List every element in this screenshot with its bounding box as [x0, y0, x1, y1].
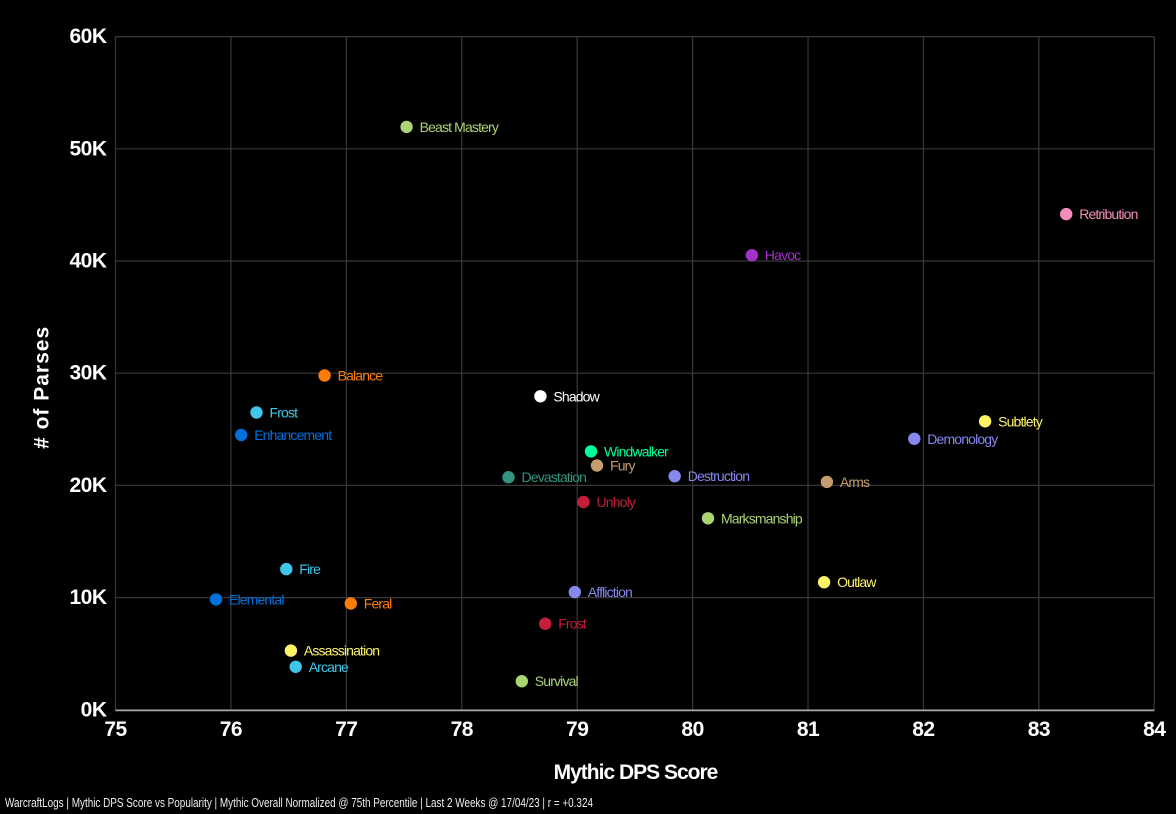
svg-text:Affliction: Affliction: [588, 584, 632, 600]
svg-text:30K: 30K: [69, 362, 106, 385]
svg-text:40K: 40K: [69, 250, 106, 273]
svg-text:83: 83: [1028, 718, 1050, 741]
svg-text:Frost: Frost: [270, 405, 299, 421]
svg-text:Arcane: Arcane: [309, 659, 349, 675]
svg-text:Devastation: Devastation: [522, 469, 587, 485]
svg-text:Elemental: Elemental: [229, 591, 284, 607]
svg-text:10K: 10K: [69, 586, 106, 609]
svg-text:Frost: Frost: [558, 616, 587, 632]
svg-text:Beast Mastery: Beast Mastery: [420, 119, 499, 135]
svg-text:82: 82: [912, 718, 934, 741]
svg-text:Retribution: Retribution: [1079, 206, 1137, 222]
svg-text:Havoc: Havoc: [765, 247, 801, 263]
svg-text:Balance: Balance: [338, 368, 384, 384]
svg-text:Windwalker: Windwalker: [604, 443, 669, 459]
svg-text:Assassination: Assassination: [304, 643, 379, 659]
svg-text:50K: 50K: [69, 137, 106, 160]
svg-text:WarcraftLogs | Mythic DPS Scor: WarcraftLogs | Mythic DPS Score vs Popul…: [5, 796, 593, 810]
svg-text:Outlaw: Outlaw: [837, 574, 877, 590]
svg-text:0K: 0K: [81, 698, 107, 721]
svg-text:Feral: Feral: [364, 596, 392, 612]
svg-text:84: 84: [1143, 718, 1166, 741]
svg-text:78: 78: [451, 718, 474, 741]
svg-text:Shadow: Shadow: [553, 388, 600, 404]
svg-text:Survival: Survival: [535, 673, 579, 689]
svg-text:Mythic DPS Score: Mythic DPS Score: [554, 761, 718, 784]
svg-text:79: 79: [566, 718, 588, 741]
svg-text:Marksmanship: Marksmanship: [721, 510, 803, 526]
svg-text:Subtlety: Subtlety: [998, 413, 1043, 429]
svg-text:Arms: Arms: [840, 474, 870, 490]
svg-text:Fire: Fire: [299, 561, 321, 577]
svg-text:Demonology: Demonology: [927, 431, 998, 447]
svg-text:Fury: Fury: [610, 458, 635, 474]
svg-text:77: 77: [335, 718, 357, 741]
svg-text:Destruction: Destruction: [688, 468, 750, 484]
svg-text:76: 76: [220, 718, 242, 741]
svg-text:81: 81: [797, 718, 820, 741]
svg-text:Enhancement: Enhancement: [254, 427, 332, 443]
svg-text:75: 75: [104, 718, 127, 741]
svg-text:60K: 60K: [69, 25, 106, 48]
svg-text:# of Parses: # of Parses: [30, 326, 53, 449]
svg-text:80: 80: [681, 718, 703, 741]
svg-text:20K: 20K: [69, 474, 106, 497]
svg-text:Unholy: Unholy: [597, 494, 636, 510]
